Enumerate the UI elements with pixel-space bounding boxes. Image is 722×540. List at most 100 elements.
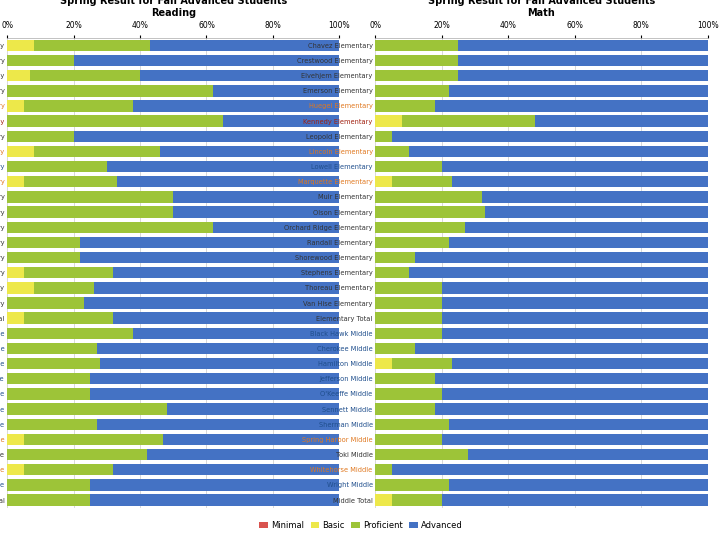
Bar — [7, 191, 173, 202]
Bar — [34, 282, 94, 294]
Bar — [448, 237, 708, 248]
Bar — [375, 464, 392, 475]
Bar — [375, 191, 482, 202]
Bar — [24, 100, 134, 112]
Bar — [7, 373, 90, 384]
Bar — [7, 221, 213, 233]
Bar — [7, 388, 90, 400]
Bar — [100, 358, 339, 369]
Bar — [34, 146, 160, 157]
Bar — [375, 434, 442, 445]
Bar — [7, 161, 107, 172]
Bar — [7, 479, 90, 490]
Bar — [113, 464, 339, 475]
Bar — [117, 176, 339, 187]
Title: Spring Result for Fall Advanced Students
Reading: Spring Result for Fall Advanced Students… — [60, 0, 287, 18]
Bar — [448, 85, 708, 97]
Bar — [442, 434, 708, 445]
Bar — [134, 328, 339, 339]
Bar — [24, 464, 113, 475]
Bar — [7, 358, 100, 369]
Bar — [375, 479, 448, 490]
Bar — [375, 55, 458, 66]
Bar — [415, 343, 708, 354]
Bar — [24, 176, 117, 187]
Bar — [80, 237, 339, 248]
Bar — [375, 494, 392, 505]
Bar — [150, 40, 339, 51]
Bar — [448, 479, 708, 490]
Bar — [448, 418, 708, 430]
Bar — [442, 388, 708, 400]
Bar — [375, 146, 409, 157]
Bar — [392, 464, 708, 475]
Bar — [7, 206, 173, 218]
Bar — [375, 403, 435, 415]
Bar — [24, 434, 163, 445]
Bar — [7, 100, 24, 112]
Bar — [442, 298, 708, 309]
Bar — [7, 343, 97, 354]
Bar — [84, 298, 339, 309]
Bar — [442, 494, 708, 505]
Bar — [7, 494, 90, 505]
Bar — [167, 403, 339, 415]
Title: Spring Result for Fall Advanced Students
Math: Spring Result for Fall Advanced Students… — [428, 0, 655, 18]
Bar — [7, 403, 167, 415]
Bar — [409, 146, 708, 157]
Bar — [392, 131, 708, 142]
Bar — [147, 449, 339, 460]
Bar — [7, 252, 80, 263]
Bar — [7, 267, 24, 279]
Bar — [442, 161, 708, 172]
Bar — [7, 328, 134, 339]
Bar — [375, 343, 415, 354]
Bar — [7, 116, 223, 127]
Bar — [134, 100, 339, 112]
Bar — [97, 418, 339, 430]
Bar — [375, 176, 392, 187]
Bar — [7, 464, 24, 475]
Legend: Minimal, Basic, Proficient, Advanced: Minimal, Basic, Proficient, Advanced — [256, 517, 466, 533]
Bar — [375, 206, 485, 218]
Bar — [452, 176, 708, 187]
Bar — [7, 70, 30, 82]
Bar — [375, 267, 409, 279]
Bar — [7, 176, 24, 187]
Bar — [465, 221, 708, 233]
Bar — [140, 70, 339, 82]
Bar — [458, 70, 708, 82]
Bar — [113, 313, 339, 324]
Bar — [90, 388, 339, 400]
Bar — [173, 206, 339, 218]
Bar — [375, 328, 442, 339]
Bar — [458, 40, 708, 51]
Bar — [375, 237, 448, 248]
Bar — [7, 418, 97, 430]
Bar — [375, 388, 442, 400]
Bar — [375, 252, 415, 263]
Bar — [442, 313, 708, 324]
Bar — [7, 85, 213, 97]
Bar — [173, 191, 339, 202]
Bar — [7, 40, 34, 51]
Bar — [482, 191, 708, 202]
Bar — [375, 100, 435, 112]
Bar — [7, 131, 74, 142]
Bar — [375, 161, 442, 172]
Bar — [535, 116, 708, 127]
Bar — [7, 237, 80, 248]
Bar — [375, 85, 448, 97]
Bar — [7, 282, 34, 294]
Bar — [402, 116, 535, 127]
Bar — [375, 131, 392, 142]
Bar — [375, 221, 465, 233]
Bar — [7, 298, 84, 309]
Bar — [74, 55, 339, 66]
Bar — [107, 161, 339, 172]
Bar — [7, 313, 24, 324]
Bar — [90, 494, 339, 505]
Bar — [7, 449, 147, 460]
Bar — [24, 313, 113, 324]
Bar — [435, 403, 708, 415]
